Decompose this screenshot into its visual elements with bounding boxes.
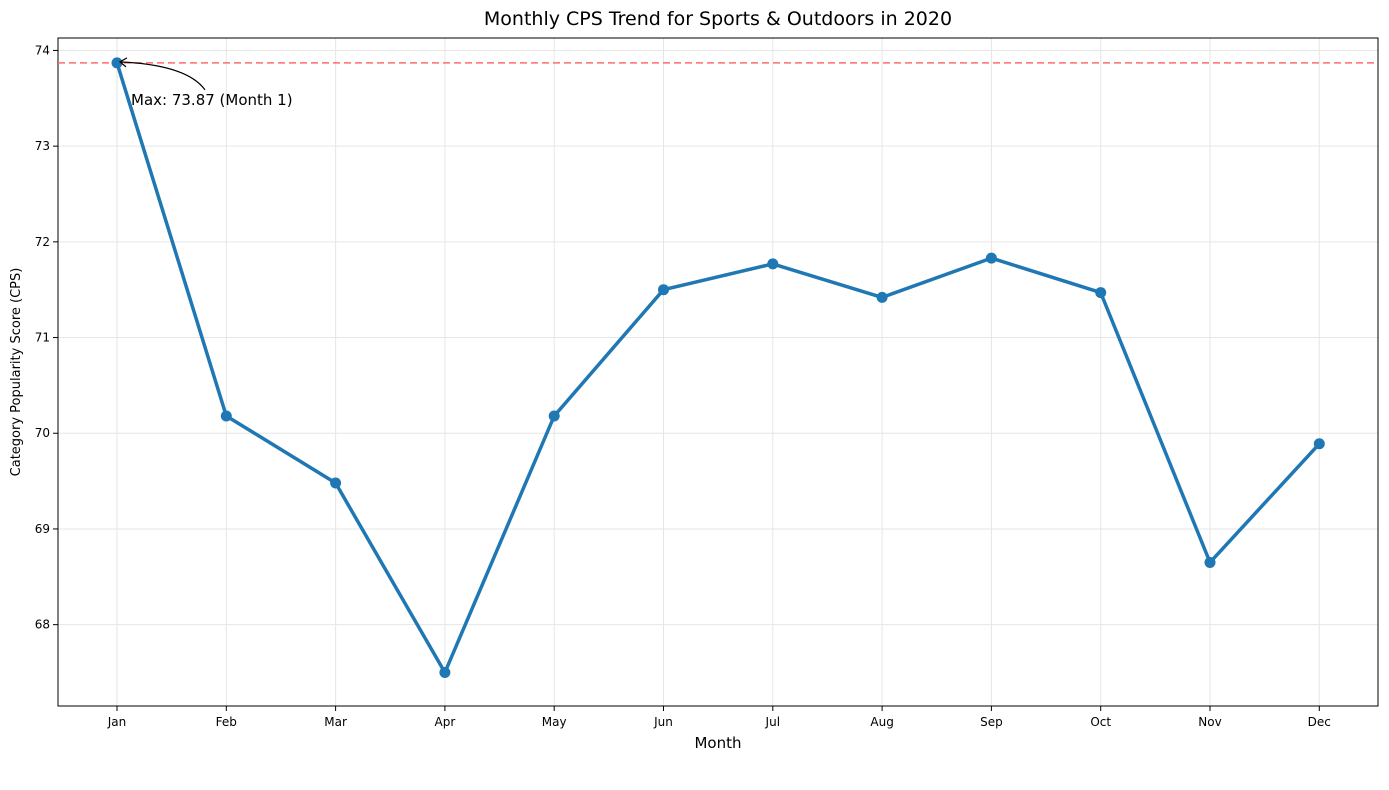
y-tick-label: 73 [35, 139, 50, 153]
grid [58, 38, 1378, 706]
x-tick-label: Feb [216, 715, 237, 729]
x-axis-ticks: Jan Feb Mar Apr May Jun Jul Aug Sep Oct Nov Dec [107, 706, 1331, 729]
plot-frame [57, 37, 1379, 707]
x-axis-label: Month [694, 734, 741, 752]
y-tick-label: 72 [35, 235, 50, 249]
data-point-sep [985, 252, 997, 264]
data-point-jul [767, 258, 779, 270]
y-tick-label: 70 [35, 426, 50, 440]
y-tick-label: 74 [35, 43, 50, 57]
data-point-jun [658, 284, 669, 296]
data-points [111, 57, 1325, 679]
chart-title: Monthly CPS Trend for Sports & Outdoors … [484, 8, 952, 30]
x-tick-label: May [542, 715, 567, 729]
x-tick-label: Jun [653, 715, 673, 729]
x-tick-label: Dec [1308, 715, 1331, 729]
data-point-feb [220, 410, 232, 422]
series-line [115, 62, 1321, 675]
data-point-aug [876, 291, 888, 303]
y-tick-label: 71 [35, 331, 50, 345]
x-tick-label: Nov [1198, 715, 1221, 729]
y-tick-label: 69 [35, 522, 50, 536]
y-tick-label: 68 [35, 618, 50, 632]
annotation-arrowhead [118, 57, 128, 68]
x-tick-label: Jul [765, 715, 780, 729]
y-axis-ticks: 68 69 70 71 72 73 74 [35, 43, 58, 632]
annotation-text: Max: 73.87 (Month 1) [131, 91, 293, 109]
data-point-jan [111, 57, 123, 69]
x-tick-label: Aug [870, 715, 893, 729]
x-tick-label: Oct [1090, 715, 1111, 729]
data-point-oct [1095, 287, 1107, 299]
data-point-dec [1313, 438, 1325, 450]
annotation-arrow [119, 61, 206, 91]
x-tick-label: Mar [324, 715, 347, 729]
max-annotation: Max: 73.87 (Month 1) [118, 57, 293, 109]
data-point-may [548, 410, 560, 422]
data-point-mar [330, 477, 342, 489]
x-tick-label: Jan [107, 715, 127, 729]
x-tick-label: Apr [435, 715, 456, 729]
data-point-apr [439, 667, 451, 679]
data-point-nov [1204, 556, 1216, 568]
y-axis-label: Category Popularity Score (CPS) [9, 268, 24, 477]
x-tick-label: Sep [980, 715, 1003, 729]
